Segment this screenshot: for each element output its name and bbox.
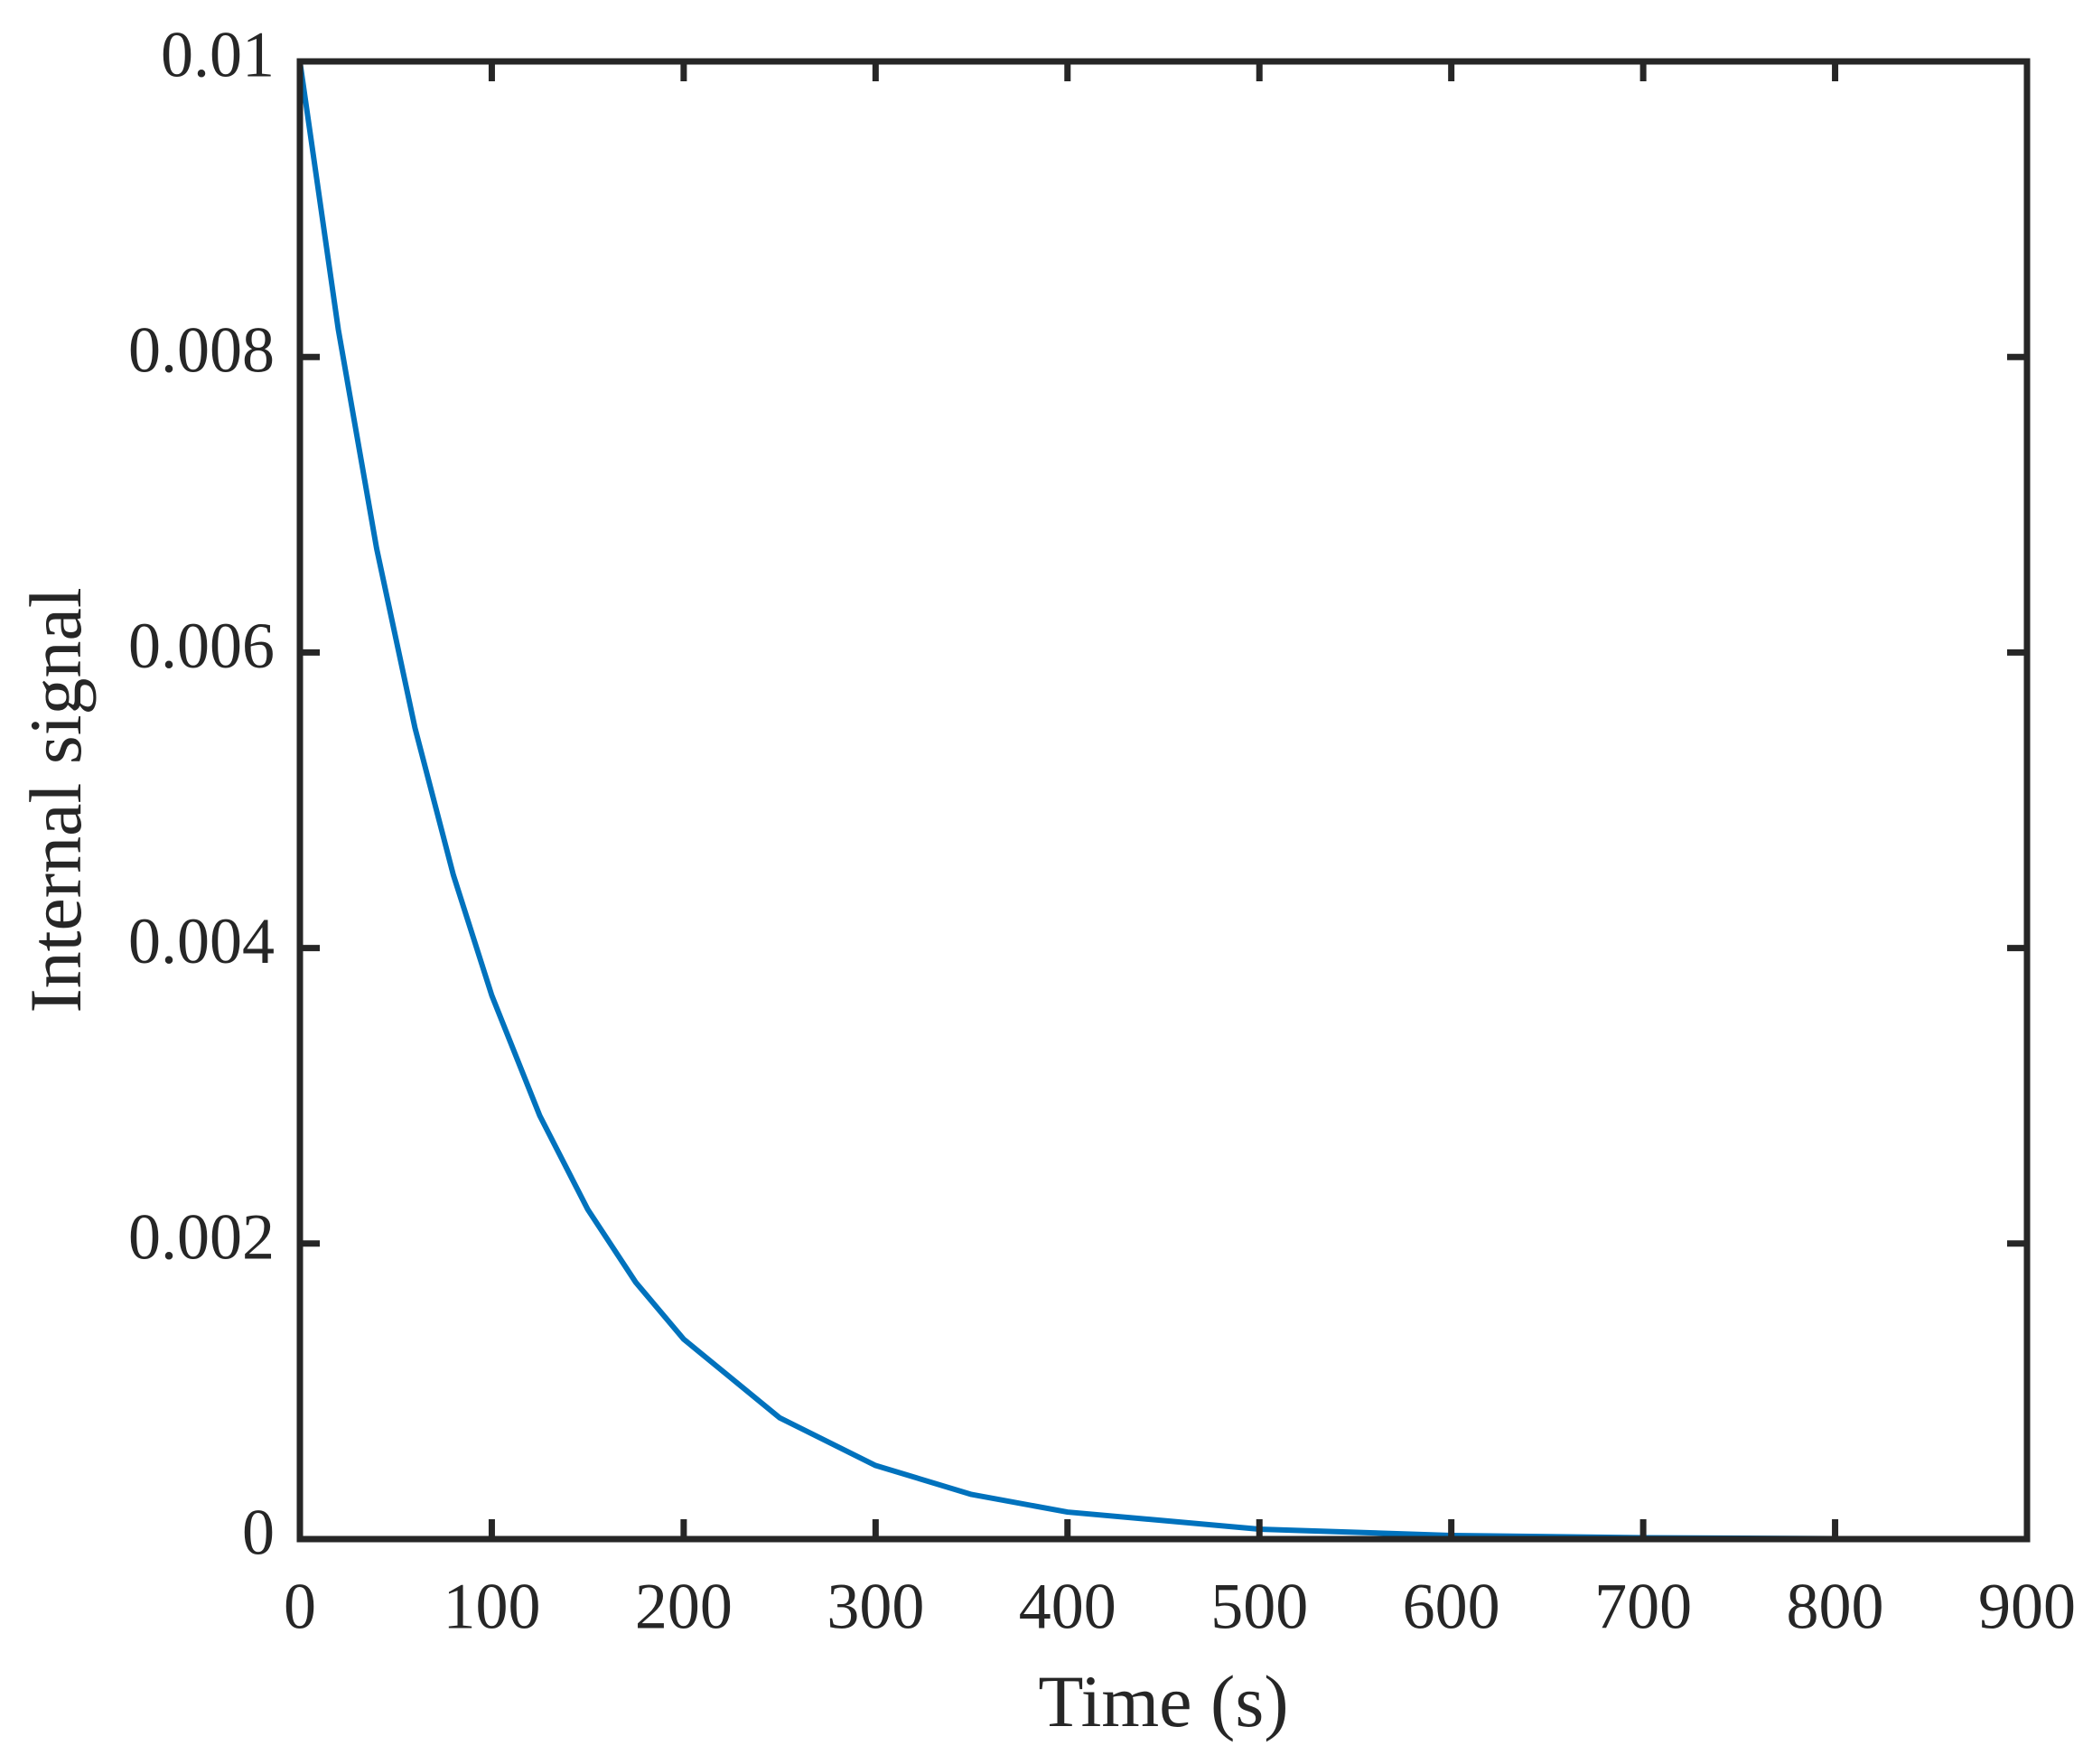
y-tick-label: 0.01 xyxy=(161,19,275,91)
plot-frame xyxy=(296,58,2031,1543)
x-tick-label: 100 xyxy=(443,1571,540,1643)
y-tick-label: 0.002 xyxy=(128,1200,275,1273)
x-tick-label: 0 xyxy=(284,1571,316,1643)
x-tick-label: 200 xyxy=(635,1571,733,1643)
x-tick-label: 500 xyxy=(1210,1571,1308,1643)
y-tick-label: 0.004 xyxy=(128,905,275,977)
x-tick-label: 600 xyxy=(1403,1571,1500,1643)
x-tick-label: 300 xyxy=(827,1571,924,1643)
y-axis-label: Internal signal xyxy=(14,587,97,1013)
y-tick-label: 0 xyxy=(242,1497,275,1569)
x-tick-label: 700 xyxy=(1594,1571,1692,1643)
x-tick-label: 400 xyxy=(1019,1571,1116,1643)
data-line xyxy=(297,61,2028,1542)
x-tick-label: 800 xyxy=(1787,1571,1884,1643)
y-tick-label: 0.006 xyxy=(128,610,275,682)
x-tick-label: 900 xyxy=(1978,1571,2076,1643)
x-axis-label: Time (s) xyxy=(1038,1660,1288,1742)
y-tick-label: 0.008 xyxy=(128,314,275,387)
